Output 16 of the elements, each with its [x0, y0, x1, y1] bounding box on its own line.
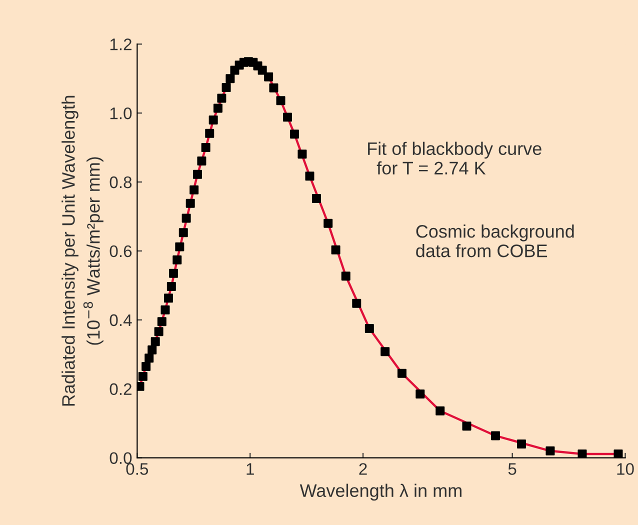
y-tick-label: 0.2 — [110, 383, 132, 396]
y-tick-label: 0.4 — [110, 314, 132, 326]
annotation: Fit of blackbody curve for T = 2.74 K — [368, 142, 542, 175]
x-tick-label: 2 — [359, 463, 367, 475]
x-tick-label: 1 — [246, 463, 254, 475]
x-tick-label: 5 — [508, 463, 516, 475]
y-tick-label: 0.6 — [110, 245, 132, 258]
annotation: Cosmic background data from COBE — [416, 224, 574, 258]
x-tick-label: 10 — [617, 463, 634, 475]
x-tick-label: 0.5 — [126, 463, 148, 475]
y-tick-label: 1.0 — [110, 107, 132, 120]
y-tick-label: 0.0 — [110, 452, 132, 464]
y-axis-title: Radiated Intensity per Unit Wavelength (10$^{−8}$ Watts/m²per mm) — [62, 96, 104, 406]
y-tick-label: 1.2 — [110, 38, 132, 50]
x-axis-title: Wavelength λ in mm — [300, 484, 462, 501]
y-tick-label: 0.8 — [110, 176, 132, 188]
